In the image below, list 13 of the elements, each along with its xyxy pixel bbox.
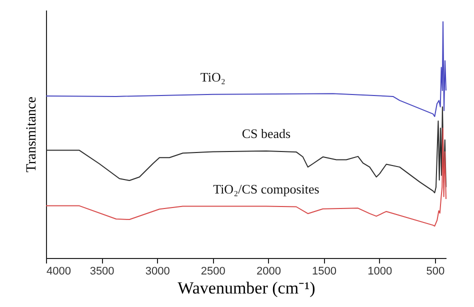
x-tick-label: 2000 [256, 266, 281, 278]
x-tick-label: 2500 [200, 266, 226, 278]
x-axis-title: Wavenumber (cm⁻¹) [178, 278, 316, 298]
x-tick-label: 500 [426, 266, 445, 278]
series-label: TiO₂ [200, 69, 226, 84]
x-tick-label: 1500 [312, 266, 337, 278]
x-tick-label: 1000 [368, 266, 392, 278]
x-tick-label: 3000 [145, 266, 170, 278]
series-label: TiO₂/CS composites [213, 181, 320, 196]
series-label: CS beads [242, 126, 291, 142]
y-axis-title: Transmitance [24, 96, 40, 172]
x-tick-label: 4000 [46, 266, 71, 278]
x-tick-label: 3500 [90, 266, 114, 278]
